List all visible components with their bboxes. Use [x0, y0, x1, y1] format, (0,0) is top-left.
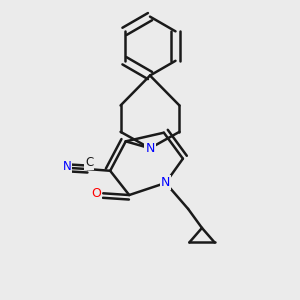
Text: N: N	[62, 160, 71, 173]
Text: N: N	[145, 142, 155, 155]
Text: C: C	[85, 156, 94, 169]
Text: O: O	[92, 187, 101, 200]
Text: N: N	[161, 176, 170, 189]
